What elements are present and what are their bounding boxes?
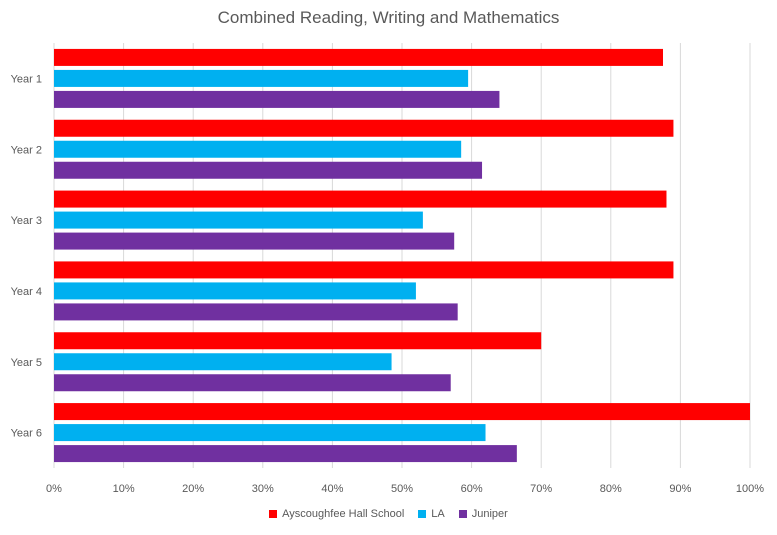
bar-la-year-1 (54, 69, 469, 87)
legend-item: Ayscoughfee Hall School (269, 508, 404, 520)
legend-label: Ayscoughfee Hall School (282, 508, 405, 520)
bar-la-year-3 (54, 211, 423, 229)
category-label: Year 6 (11, 428, 42, 440)
bar-juniper-year-4 (54, 303, 458, 321)
bar-la-year-5 (54, 353, 392, 371)
legend-swatch (458, 510, 467, 518)
gridlines (53, 43, 751, 468)
bar-juniper-year-2 (54, 161, 483, 179)
bar-la-year-4 (54, 282, 416, 300)
category-label: Year 3 (11, 215, 42, 227)
x-tick-label: 100% (736, 483, 764, 495)
x-tick-label: 90% (669, 483, 691, 495)
bar-juniper-year-6 (54, 445, 517, 463)
legend: Ayscoughfee Hall School LA Juniper (0, 508, 777, 520)
legend-swatch (269, 510, 278, 518)
bar-ayscoughfee-hall-school-year-3 (54, 190, 667, 208)
x-tick-label: 50% (391, 483, 413, 495)
bar-ayscoughfee-hall-school-year-2 (54, 119, 674, 137)
tick-labels: 0% 10% 20% 30% 40% 50% 60% 70% 80% 90% 100% (46, 483, 764, 495)
bar-ayscoughfee-hall-school-year-5 (54, 332, 542, 350)
x-tick-label: 30% (252, 483, 274, 495)
category-label: Year 1 (11, 73, 42, 85)
x-tick-label: 80% (600, 483, 622, 495)
x-tick-label: 0% (46, 483, 62, 495)
x-tick-label: 40% (321, 483, 343, 495)
legend-swatch (418, 510, 427, 518)
bar-la-year-2 (54, 140, 462, 158)
category-label: Year 5 (11, 357, 42, 369)
category-labels: Year 1 Year 2 Year 3 Year 4 Year 5 Year 6 (11, 73, 42, 439)
bar-juniper-year-5 (54, 374, 451, 392)
bars (54, 48, 750, 463)
x-tick-label: 20% (182, 483, 204, 495)
legend-label: LA (431, 508, 445, 520)
bar-juniper-year-3 (54, 232, 455, 250)
category-label: Year 2 (11, 144, 42, 156)
bar-ayscoughfee-hall-school-year-6 (54, 403, 750, 421)
legend-item: LA (418, 508, 445, 520)
x-tick-label: 10% (113, 483, 135, 495)
x-tick-label: 70% (530, 483, 552, 495)
x-tick-label: 60% (461, 483, 483, 495)
category-label: Year 4 (11, 286, 42, 298)
legend-item: Juniper (458, 508, 508, 520)
bar-ayscoughfee-hall-school-year-4 (54, 261, 674, 279)
bar-juniper-year-1 (54, 90, 500, 108)
bar-la-year-6 (54, 424, 486, 442)
bar-ayscoughfee-hall-school-year-1 (54, 48, 663, 66)
chart-title: Combined Reading, Writing and Mathematic… (217, 8, 560, 27)
legend-label: Juniper (471, 508, 508, 520)
